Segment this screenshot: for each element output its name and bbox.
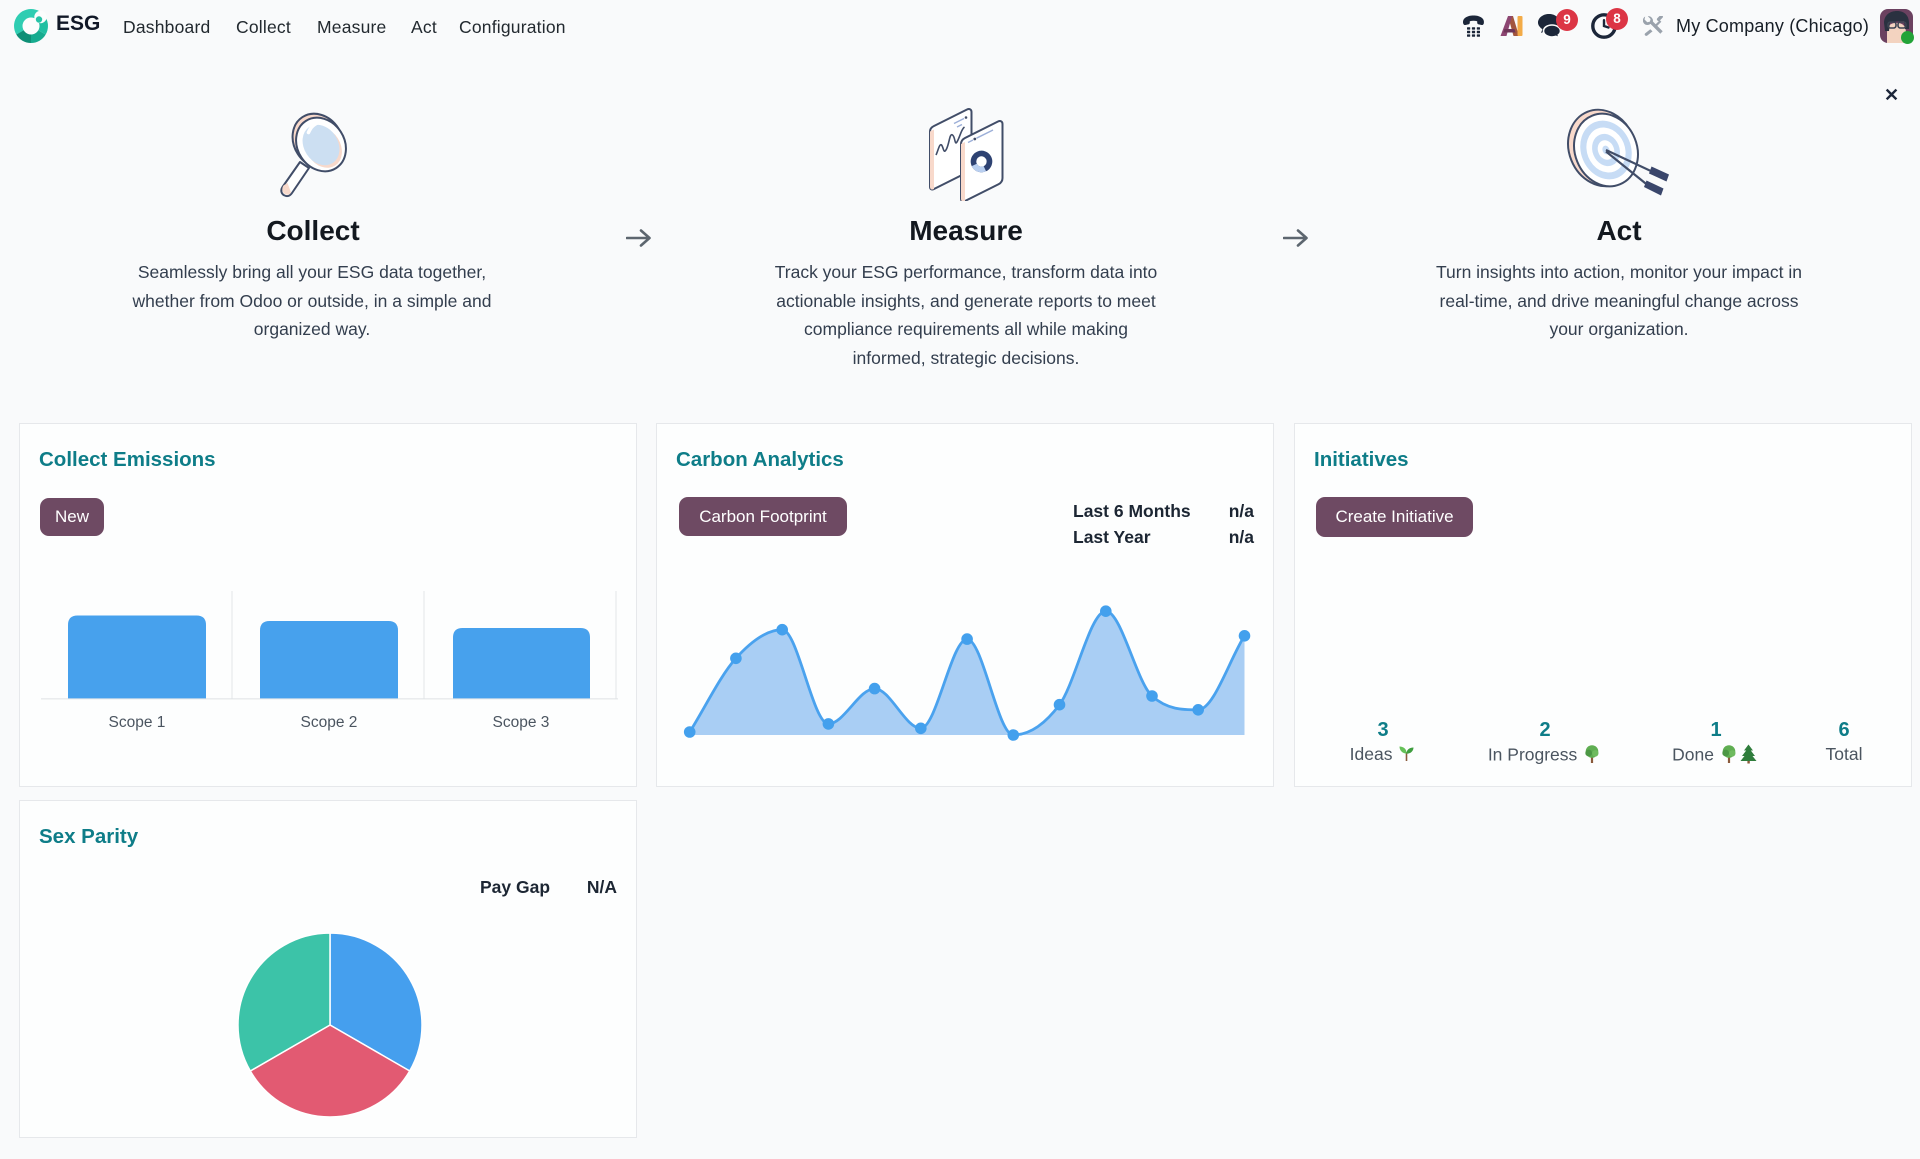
svg-text:Scope 3: Scope 3 [493,714,550,731]
svg-text:Scope 2: Scope 2 [301,714,358,731]
svg-text:Scope 1: Scope 1 [109,714,166,731]
